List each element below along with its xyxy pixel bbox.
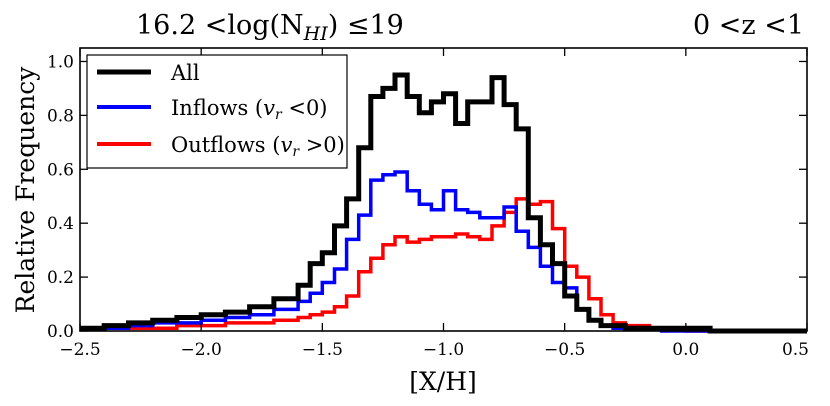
x-tick-label: 0.0: [672, 340, 699, 360]
series-layer: [80, 72, 807, 334]
legend: All Inflows (vr <0) Outflows (vr >0): [86, 54, 348, 169]
series-inflows-line: [80, 170, 807, 333]
legend-label-all: All: [170, 61, 200, 85]
legend-label-inflows: Inflows (vr <0): [171, 96, 328, 123]
x-tick-label: −1.5: [302, 340, 343, 360]
x-tick-label: −0.5: [544, 340, 585, 360]
y-tick-label: 0.8: [47, 106, 74, 126]
y-tick-label: 0.6: [47, 160, 74, 180]
x-tick-label: −2.5: [59, 340, 100, 360]
legend-label-outflows: Outflows (vr >0): [171, 133, 345, 160]
y-tick-label: 0.0: [47, 322, 74, 342]
y-tick-label: 0.4: [47, 214, 74, 234]
y-tick-label: 1.0: [47, 52, 74, 72]
chart-title-left: 16.2 <log(NHI) ≤19: [136, 10, 404, 45]
chart-title-right: 0 <z <1: [693, 10, 804, 41]
y-axis-label: Relative Frequency: [11, 66, 40, 314]
axis-ticks: −2.5 −2.0 −1.5 −1.0 −0.5 0.0 0.5 0.0 0.2 0.4 0.6 0.…: [47, 48, 809, 360]
x-tick-label: −2.0: [181, 340, 222, 360]
series-outflows-line: [80, 197, 807, 333]
x-tick-label: −1.0: [423, 340, 464, 360]
x-tick-label: 0.5: [782, 340, 809, 360]
series-all-line: [80, 72, 807, 334]
x-axis-label: [X/H]: [409, 367, 477, 396]
y-tick-label: 0.2: [47, 268, 74, 288]
